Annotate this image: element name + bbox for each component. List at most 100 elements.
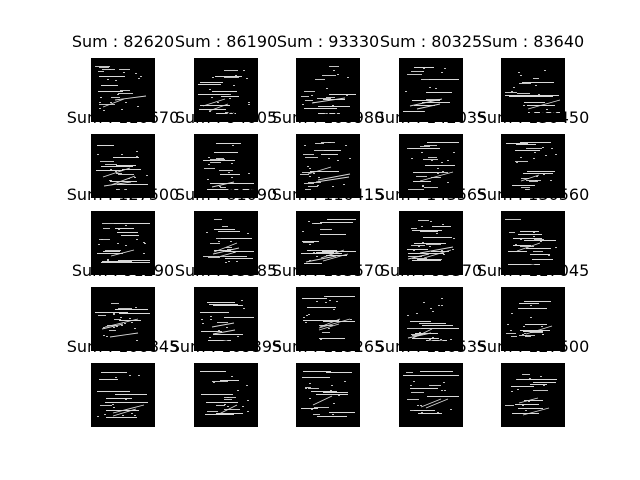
panel-title: Sum : 130450 (476, 108, 590, 127)
image-panel: Sum : 95370 (380, 261, 482, 351)
panel-title: Sum : 106845 (66, 337, 180, 356)
image-panel: Sum : 110415 (272, 185, 384, 275)
panel-title: Sum : 142035 (374, 108, 488, 127)
line-segments (505, 219, 557, 265)
binary-image (91, 58, 155, 122)
panel-title: Sum : 117045 (476, 261, 590, 280)
panel-background (91, 287, 155, 351)
panel-title: Sum : 127500 (476, 337, 590, 356)
image-panel: Sum : 93330 (277, 32, 379, 122)
binary-image (296, 211, 360, 275)
image-panel: Sum : 142035 (375, 108, 487, 198)
panel-background (194, 58, 258, 122)
panel-background (296, 134, 360, 198)
line-segments (198, 70, 250, 114)
image-panel: Sum : 95385 (175, 261, 277, 351)
image-panel: Sum : 94005 (175, 108, 277, 198)
line-segments (506, 301, 553, 337)
line-segments (301, 66, 356, 114)
image-panel: Sum : 105570 (272, 261, 384, 351)
panel-title: Sum : 110670 (66, 108, 180, 127)
line-segments (203, 143, 254, 190)
line-segments (200, 300, 254, 341)
panel-title: Sum : 81090 (174, 185, 278, 204)
image-panel: Sum : 100980 (272, 108, 384, 198)
image-panel: Sum : 81090 (175, 185, 277, 275)
binary-image (296, 58, 360, 122)
panel-title: Sum : 100980 (271, 108, 385, 127)
image-panel: Sum : 86190 (175, 32, 277, 122)
panel-title: Sum : 83640 (481, 32, 585, 51)
panel-background (194, 363, 258, 427)
panel-title: Sum : 82620 (71, 32, 175, 51)
panel-background (296, 211, 360, 275)
line-segments (95, 303, 150, 341)
line-segments (301, 371, 355, 417)
binary-image (194, 363, 258, 427)
binary-image (501, 363, 565, 427)
image-panel: Sum : 127500 (477, 337, 589, 427)
panel-title: Sum : 80325 (379, 32, 483, 51)
binary-image (91, 363, 155, 427)
binary-image (194, 211, 258, 275)
panel-title: Sum : 109395 (169, 337, 283, 356)
image-panel: Sum : 91290 (72, 261, 174, 351)
image-panel: Sum : 80325 (380, 32, 482, 122)
binary-image (296, 363, 360, 427)
binary-image (296, 287, 360, 351)
line-segments (506, 142, 557, 190)
image-panel: Sum : 143565 (375, 185, 487, 275)
line-segments (407, 142, 459, 190)
image-panel: Sum : 130450 (477, 108, 589, 198)
line-segments (200, 371, 249, 415)
panel-title: Sum : 93330 (276, 32, 380, 51)
line-segments (203, 219, 254, 263)
panel-background (296, 58, 360, 122)
binary-image (399, 211, 463, 275)
binary-image (296, 134, 360, 198)
line-segments (96, 145, 148, 190)
binary-image (399, 363, 463, 427)
panel-title: Sum : 105570 (271, 261, 385, 280)
binary-image (501, 211, 565, 275)
image-panel: Sum : 83640 (482, 32, 584, 122)
line-segments (407, 298, 459, 341)
panel-background (501, 58, 565, 122)
line-segments (403, 371, 459, 414)
image-panel: Sum : 127500 (67, 185, 179, 275)
panel-title: Sum : 94005 (174, 108, 278, 127)
line-segments (301, 219, 356, 264)
panel-title: Sum : 95385 (174, 261, 278, 280)
panel-title: Sum : 143565 (374, 185, 488, 204)
panel-background (91, 363, 155, 427)
panel-title: Sum : 110415 (271, 185, 385, 204)
image-panel: Sum : 130560 (477, 185, 589, 275)
binary-image (501, 287, 565, 351)
binary-image (501, 58, 565, 122)
panel-title: Sum : 116535 (374, 337, 488, 356)
panel-background (501, 287, 565, 351)
image-panel: Sum : 113265 (272, 337, 384, 427)
panel-title: Sum : 86190 (174, 32, 278, 51)
panel-background (91, 58, 155, 122)
panel-title: Sum : 127500 (66, 185, 180, 204)
binary-image (501, 134, 565, 198)
line-segments (302, 296, 355, 340)
image-panel: Sum : 117045 (477, 261, 589, 351)
line-segments (407, 220, 455, 261)
line-segments (97, 372, 148, 418)
panel-title: Sum : 91290 (71, 261, 175, 280)
line-segments (505, 374, 557, 416)
line-segments (300, 142, 351, 190)
line-segments (95, 66, 147, 111)
image-panel: Sum : 109395 (170, 337, 282, 427)
binary-image (194, 287, 258, 351)
panel-background (91, 211, 155, 275)
line-segments (97, 223, 150, 263)
line-segments (505, 70, 561, 113)
binary-image (91, 134, 155, 198)
binary-image (399, 134, 463, 198)
panel-title: Sum : 113265 (271, 337, 385, 356)
binary-image (399, 287, 463, 351)
